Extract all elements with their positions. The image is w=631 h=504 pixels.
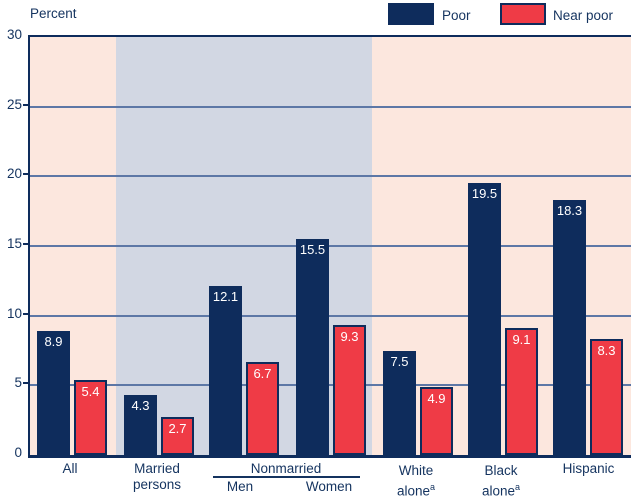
x-label-women: Women	[305, 479, 353, 494]
bar-near-poor-married-persons: 2.7	[161, 417, 194, 455]
bar-value-label: 4.9	[427, 390, 446, 406]
bar-poor-hispanic: 18.3	[553, 200, 586, 455]
bar-value-label: 9.3	[340, 329, 359, 345]
bar-near-poor-nonmarried-men: 6.7	[246, 361, 279, 455]
y-tick-label-0: 0	[14, 445, 22, 460]
bar-poor-nonmarried-men: 12.1	[209, 286, 242, 455]
gridline-15	[30, 245, 631, 247]
y-tick-label-5: 5	[14, 375, 22, 391]
legend-swatch-near-poor	[500, 3, 546, 25]
bar-value-label: 5.4	[81, 383, 100, 399]
bar-poor-nonmarried-women: 15.5	[296, 239, 329, 455]
x-label-all: All	[62, 461, 78, 476]
bar-poor-black-alone: 19.5	[468, 183, 501, 455]
gridline-10	[30, 314, 631, 317]
plot-area: 8.9 4.3 12.1 15.5 7.5 19.5 18.3 5.4 2.7 6.7 9.3 4.9…	[28, 35, 631, 458]
y-tick-mark-5	[23, 382, 29, 385]
footnote-marker: a	[515, 482, 521, 492]
bar-near-poor-white-alone: 4.9	[420, 386, 453, 455]
bar-value-label: 6.7	[253, 365, 272, 381]
bar-poor-white-alone: 7.5	[383, 350, 416, 455]
y-tick-mark-15	[23, 243, 29, 245]
y-tick-label-15: 15	[6, 236, 22, 251]
bar-value-label: 8.3	[597, 343, 616, 359]
bar-value-label: 7.5	[390, 353, 409, 369]
footnote-marker: a	[430, 482, 436, 492]
bar-poor-all: 8.9	[37, 330, 70, 455]
x-label-married-persons: Married persons	[132, 461, 182, 492]
bar-value-label: 12.1	[212, 289, 239, 305]
legend-swatch-poor	[388, 3, 434, 25]
nonmarried-underline	[213, 476, 360, 478]
bar-value-label: 19.5	[471, 186, 498, 202]
y-tick-mark-20	[23, 173, 29, 176]
legend-label-poor: Poor	[442, 8, 471, 23]
y-axis-title: Percent	[30, 6, 77, 21]
legend-label-near-poor: Near poor	[553, 8, 614, 23]
bar-poor-married-persons: 4.3	[124, 395, 157, 455]
x-label-white-alone: White alonea	[396, 463, 436, 499]
bar-near-poor-nonmarried-women: 9.3	[333, 325, 366, 455]
bar-near-poor-all: 5.4	[74, 379, 107, 455]
bar-value-label: 2.7	[168, 421, 187, 437]
bar-value-label: 4.3	[131, 398, 150, 414]
bar-value-label: 8.9	[44, 333, 63, 349]
y-tick-label-20: 20	[6, 166, 22, 182]
y-tick-label-30: 30	[6, 27, 22, 42]
gridline-20	[30, 175, 631, 178]
bar-value-label: 15.5	[299, 242, 326, 258]
bar-value-label: 18.3	[556, 203, 583, 219]
bar-value-label: 9.1	[512, 332, 531, 348]
y-tick-mark-10	[23, 312, 29, 315]
x-label-men: Men	[226, 479, 254, 494]
gridline-5	[30, 384, 631, 387]
y-tick-mark-25	[23, 103, 29, 106]
x-label-nonmarried: Nonmarried	[250, 461, 322, 476]
x-label-hispanic: Hispanic	[562, 461, 615, 476]
x-label-black-alone: Black alonea	[481, 463, 521, 499]
gridline-25	[30, 105, 631, 108]
y-tick-label-10: 10	[6, 305, 22, 321]
y-tick-label-25: 25	[6, 96, 22, 112]
bar-near-poor-black-alone: 9.1	[505, 328, 538, 455]
bar-near-poor-hispanic: 8.3	[590, 339, 623, 455]
